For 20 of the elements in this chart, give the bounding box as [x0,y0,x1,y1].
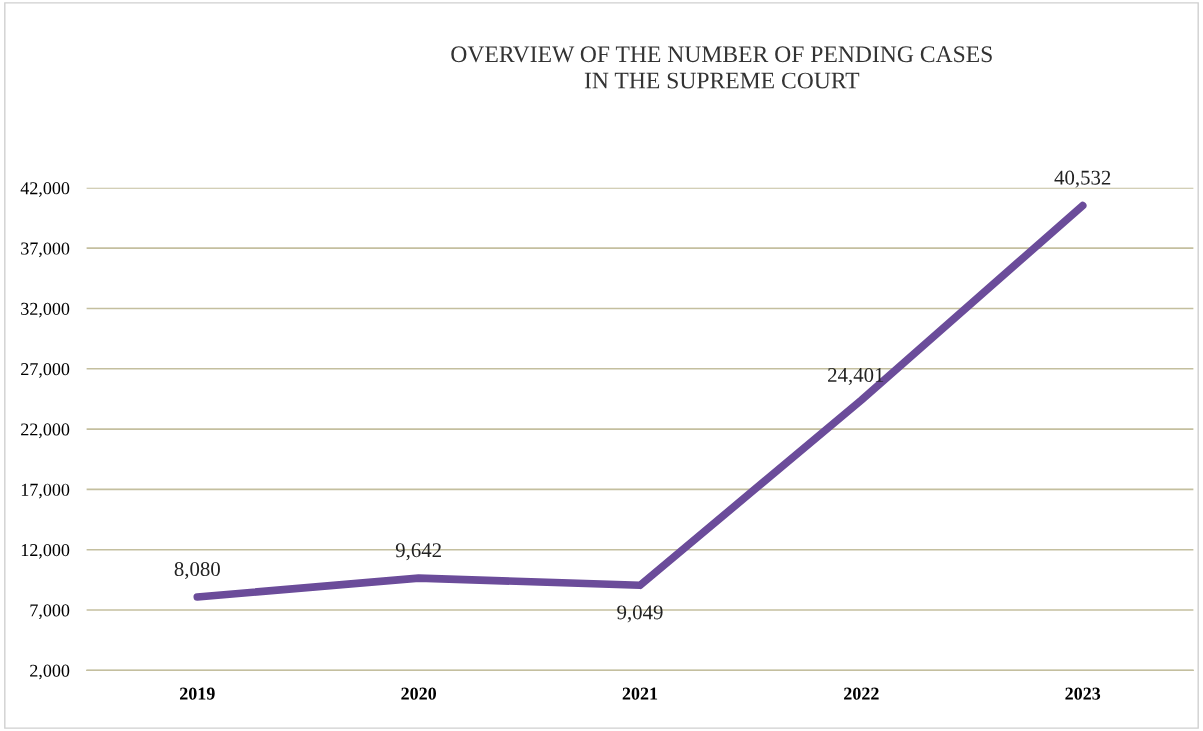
chart-title: OVERVIEW OF THE NUMBER OF PENDING CASES IN THE SUPREME COURT [451,46,992,89]
x-tick-label: 2020 [401,687,437,700]
y-tick-label: 37,000 [21,242,70,258]
y-tick-label: 12,000 [21,543,70,559]
data-label: 9,642 [395,543,441,561]
data-label: 40,532 [1054,170,1111,188]
data-label: 24,401 [828,367,884,386]
y-tick-label: 22,000 [21,423,70,439]
x-tick-label: 2023 [1065,687,1101,700]
y-tick-label: 7,000 [30,604,70,620]
x-tick-label: 2021 [622,687,658,700]
data-label: 9,049 [617,605,663,623]
y-tick-label: 17,000 [21,483,70,499]
x-tick-label: 2019 [180,687,215,700]
x-tick-label: 2022 [844,687,879,700]
y-tick-label: 2,000 [30,664,70,680]
data-label: 8,080 [174,562,220,580]
y-tick-label: 42,000 [20,182,70,197]
y-tick-label: 32,000 [21,302,70,318]
y-tick-label: 27,000 [21,363,70,378]
